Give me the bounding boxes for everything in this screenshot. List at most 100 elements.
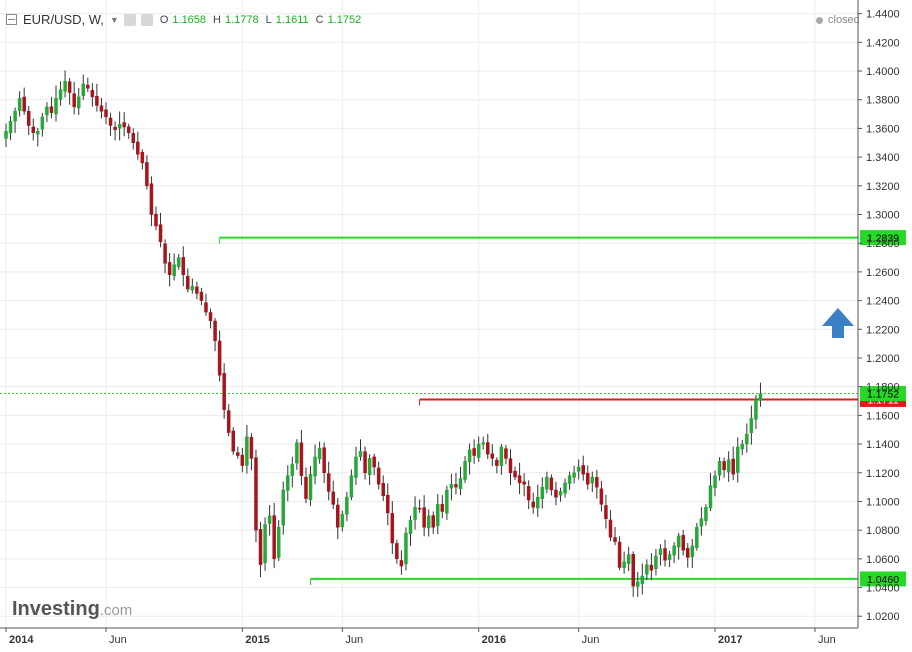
high-value: 1.1778	[225, 13, 259, 26]
y-tick-label: 1.0200	[866, 611, 900, 623]
y-tick-label: 1.1000	[866, 496, 900, 508]
candle	[726, 451, 731, 482]
candle-body	[417, 507, 422, 510]
candle-body	[136, 141, 140, 155]
level-1.0460: 1.0460	[310, 571, 906, 587]
candle-body	[231, 430, 235, 452]
candle	[590, 471, 595, 493]
candle	[286, 465, 290, 502]
candle-body	[204, 302, 208, 313]
candle-body	[699, 518, 704, 527]
settings-icon[interactable]	[123, 13, 136, 26]
candle	[190, 278, 195, 294]
status-text: closed	[828, 14, 860, 26]
candle-body	[581, 465, 585, 475]
candle	[317, 441, 322, 464]
candle-body	[586, 472, 590, 485]
y-tick-label: 1.3200	[866, 181, 900, 193]
candle-body	[295, 442, 299, 464]
candle-body	[4, 131, 8, 139]
candle	[86, 77, 90, 93]
candle	[731, 446, 735, 481]
candle	[131, 128, 136, 150]
candle	[572, 465, 576, 484]
x-tick-label: Jun	[818, 634, 836, 646]
candle-body	[331, 491, 335, 505]
gear-icon[interactable]	[140, 13, 153, 26]
candle-body	[99, 105, 104, 112]
candle-body	[695, 527, 699, 548]
candle	[367, 454, 372, 485]
low-label: L	[265, 13, 272, 26]
candle-body	[681, 535, 685, 551]
candle	[567, 471, 572, 490]
candle-body	[567, 475, 572, 484]
candle	[199, 287, 204, 306]
candle	[536, 484, 540, 517]
candle	[36, 127, 40, 147]
candle-body	[735, 446, 740, 473]
y-tick-label: 1.0800	[866, 525, 900, 537]
close-value: 1.1752	[327, 13, 362, 26]
candle-body	[449, 483, 454, 489]
candle-body	[617, 541, 622, 568]
candle-body	[749, 417, 754, 434]
candle-body	[472, 448, 476, 456]
candle-body	[195, 286, 199, 294]
candle	[467, 443, 472, 475]
candle	[599, 480, 604, 512]
candle-body	[381, 482, 385, 496]
candle-body	[95, 95, 99, 106]
collapse-icon[interactable]	[6, 14, 17, 25]
candle-body	[208, 312, 213, 321]
candle	[586, 465, 590, 490]
candle	[72, 81, 76, 115]
y-tick-label: 1.2200	[866, 324, 900, 336]
y-tick-label: 1.0600	[866, 554, 900, 566]
candle	[226, 404, 231, 437]
candle-body	[604, 505, 608, 519]
x-tick-label: Jun	[109, 634, 127, 646]
candle	[331, 480, 335, 509]
candle-body	[758, 393, 763, 401]
candle-body	[272, 515, 276, 560]
candle-body	[708, 485, 713, 509]
candle	[595, 469, 599, 499]
candle	[372, 453, 376, 476]
high-label: H	[213, 13, 221, 26]
candle	[222, 363, 226, 419]
up-arrow-icon	[822, 308, 854, 338]
y-tick-label: 1.4400	[866, 9, 900, 21]
candle	[672, 542, 676, 564]
candle-body	[313, 456, 317, 477]
candle-body	[554, 489, 558, 498]
candle-body	[86, 84, 90, 89]
candle-body	[36, 131, 40, 135]
symbol-label[interactable]: EUR/USD, W,	[23, 12, 104, 27]
candle-body	[672, 545, 676, 556]
candle	[472, 439, 476, 464]
candle-body	[431, 515, 435, 528]
candle	[531, 492, 535, 514]
candle-body	[422, 507, 426, 528]
candle	[576, 459, 581, 480]
candle	[113, 121, 117, 141]
candle-body	[563, 482, 567, 494]
candle	[4, 123, 8, 147]
candle	[617, 536, 622, 571]
candle-body	[76, 96, 81, 109]
candle	[636, 571, 640, 597]
candle	[476, 436, 481, 462]
market-status: closed	[816, 14, 860, 26]
candle-body	[181, 257, 186, 276]
candle	[145, 155, 149, 190]
candle-body	[436, 504, 440, 527]
candle	[267, 505, 272, 536]
status-dot-icon	[816, 16, 823, 24]
candle	[440, 495, 445, 519]
chevron-down-icon[interactable]: ▼	[109, 14, 119, 25]
candle	[735, 437, 740, 483]
candle-body	[649, 564, 654, 571]
candle-body	[745, 433, 749, 445]
level-tag-label: 1.2839	[867, 233, 899, 245]
